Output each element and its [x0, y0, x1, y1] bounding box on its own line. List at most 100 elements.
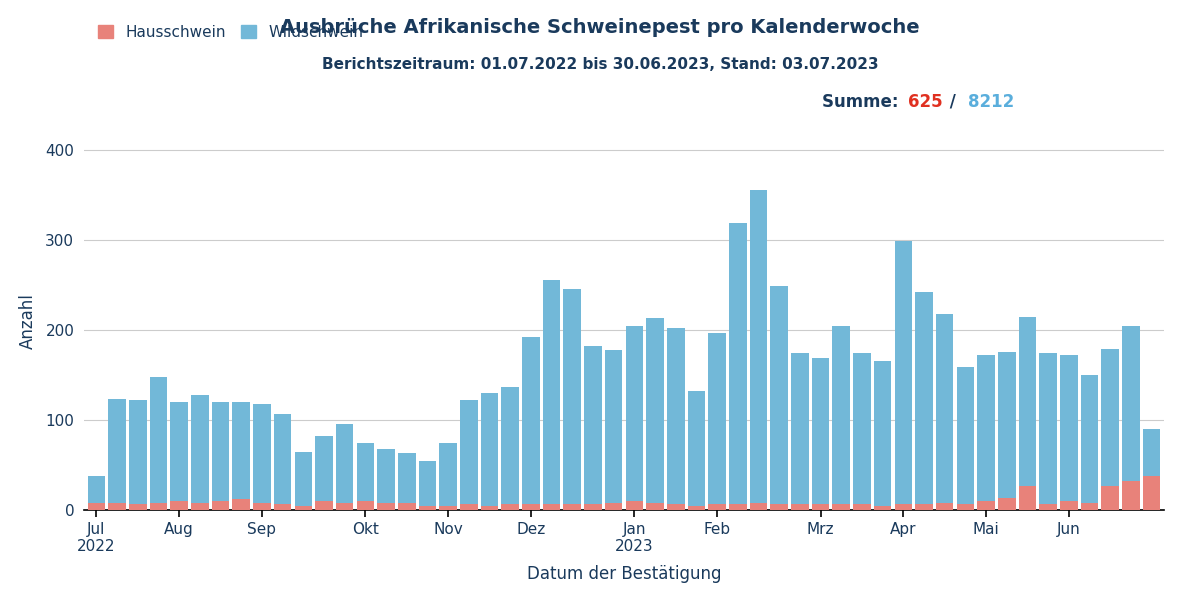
- Text: Berichtszeitraum: 01.07.2022 bis 30.06.2023, Stand: 03.07.2023: Berichtszeitraum: 01.07.2022 bis 30.06.2…: [322, 57, 878, 72]
- Bar: [936, 503, 954, 510]
- Text: 625: 625: [908, 93, 943, 111]
- Bar: [605, 503, 623, 510]
- Bar: [584, 346, 601, 503]
- Bar: [170, 402, 188, 501]
- Text: Summe:: Summe:: [822, 93, 905, 111]
- Bar: [1142, 429, 1160, 476]
- Bar: [1081, 503, 1098, 510]
- Bar: [356, 442, 374, 501]
- Bar: [1081, 375, 1098, 503]
- Bar: [1039, 503, 1057, 510]
- Bar: [605, 350, 623, 503]
- Bar: [294, 452, 312, 506]
- Bar: [708, 503, 726, 510]
- Bar: [108, 400, 126, 503]
- Bar: [439, 505, 457, 510]
- Bar: [130, 400, 146, 503]
- Bar: [1060, 355, 1078, 501]
- Bar: [150, 503, 167, 510]
- Bar: [419, 461, 437, 505]
- Bar: [916, 503, 932, 510]
- Bar: [191, 503, 209, 510]
- Bar: [625, 325, 643, 501]
- Bar: [233, 402, 250, 499]
- Bar: [728, 503, 746, 510]
- Bar: [833, 503, 850, 510]
- Bar: [688, 391, 706, 506]
- Bar: [956, 367, 974, 503]
- Text: /: /: [944, 93, 962, 111]
- Bar: [398, 503, 415, 510]
- Bar: [1019, 317, 1037, 486]
- Bar: [853, 352, 871, 503]
- Bar: [998, 352, 1015, 498]
- Bar: [956, 503, 974, 510]
- Bar: [894, 503, 912, 510]
- Bar: [502, 386, 520, 503]
- Bar: [874, 361, 892, 506]
- Bar: [170, 501, 188, 510]
- Bar: [460, 503, 478, 510]
- Bar: [894, 241, 912, 503]
- Bar: [274, 503, 292, 510]
- Bar: [874, 506, 892, 510]
- Bar: [998, 498, 1015, 510]
- Bar: [522, 503, 540, 510]
- Bar: [564, 289, 581, 503]
- Bar: [274, 414, 292, 503]
- Bar: [316, 436, 332, 501]
- Bar: [439, 442, 457, 505]
- Bar: [977, 501, 995, 510]
- Bar: [294, 506, 312, 510]
- Bar: [1039, 352, 1057, 503]
- Bar: [1102, 349, 1120, 486]
- Bar: [522, 337, 540, 503]
- Bar: [419, 505, 437, 510]
- Bar: [688, 506, 706, 510]
- Bar: [336, 424, 354, 503]
- Bar: [88, 476, 106, 503]
- Bar: [150, 377, 167, 503]
- Y-axis label: Anzahl: Anzahl: [19, 293, 37, 349]
- Bar: [667, 328, 684, 503]
- Bar: [460, 400, 478, 503]
- Bar: [377, 449, 395, 503]
- Bar: [770, 503, 788, 510]
- Bar: [977, 355, 995, 501]
- Bar: [542, 503, 560, 510]
- Bar: [233, 499, 250, 510]
- Bar: [916, 292, 932, 503]
- Bar: [667, 503, 684, 510]
- Bar: [356, 501, 374, 510]
- Bar: [211, 402, 229, 501]
- Bar: [481, 505, 498, 510]
- Bar: [625, 501, 643, 510]
- Bar: [253, 404, 271, 503]
- Bar: [108, 503, 126, 510]
- Bar: [791, 503, 809, 510]
- Bar: [1122, 481, 1140, 510]
- Bar: [564, 503, 581, 510]
- Bar: [750, 503, 767, 510]
- Bar: [584, 503, 601, 510]
- Bar: [1019, 486, 1037, 510]
- Bar: [130, 503, 146, 510]
- Bar: [833, 325, 850, 503]
- Bar: [253, 503, 271, 510]
- Bar: [211, 501, 229, 510]
- Bar: [1102, 486, 1120, 510]
- Bar: [377, 503, 395, 510]
- Bar: [481, 393, 498, 505]
- Legend: Hausschwein, Wildschwein: Hausschwein, Wildschwein: [91, 19, 370, 46]
- Bar: [853, 503, 871, 510]
- Bar: [502, 503, 520, 510]
- Bar: [1142, 476, 1160, 510]
- Bar: [728, 223, 746, 503]
- Bar: [1122, 326, 1140, 481]
- Bar: [316, 501, 332, 510]
- X-axis label: Datum der Bestätigung: Datum der Bestätigung: [527, 565, 721, 583]
- Bar: [936, 314, 954, 503]
- Bar: [811, 358, 829, 503]
- Text: 8212: 8212: [968, 93, 1015, 111]
- Bar: [542, 280, 560, 503]
